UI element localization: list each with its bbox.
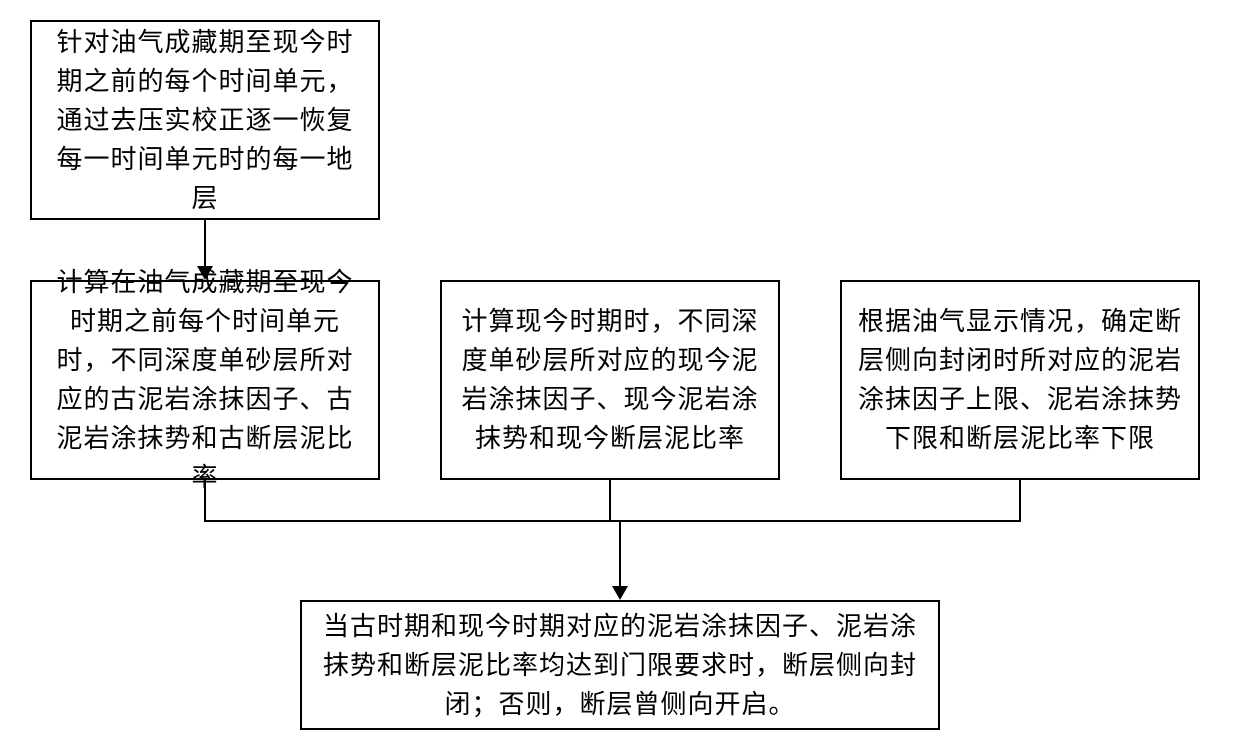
edge-horizontal-connector <box>204 520 1021 522</box>
flowchart-node-4: 根据油气显示情况，确定断层侧向封闭时所对应的泥岩涂抹因子上限、泥岩涂抹势下限和断… <box>840 280 1200 480</box>
edge-n4-drop <box>1019 480 1021 520</box>
edge-merge-to-n5-head <box>612 586 628 600</box>
flowchart-node-3: 计算现今时期时，不同深度单砂层所对应的现今泥岩涂抹因子、现今泥岩涂抹势和现今断层… <box>440 280 780 480</box>
node-2-text: 计算在油气成藏期至现今时期之前每个时间单元时，不同深度单砂层所对应的古泥岩涂抹因… <box>46 263 364 497</box>
flowchart-node-2: 计算在油气成藏期至现今时期之前每个时间单元时，不同深度单砂层所对应的古泥岩涂抹因… <box>30 280 380 480</box>
edge-n3-drop <box>609 480 611 520</box>
flowchart-node-1: 针对油气成藏期至现今时期之前的每个时间单元，通过去压实校正逐一恢复每一时间单元时… <box>30 20 380 220</box>
edge-merge-to-n5-line <box>619 520 621 586</box>
flowchart-node-5: 当古时期和现今时期对应的泥岩涂抹因子、泥岩涂抹势和断层泥比率均达到门限要求时，断… <box>300 600 940 730</box>
node-4-text: 根据油气显示情况，确定断层侧向封闭时所对应的泥岩涂抹因子上限、泥岩涂抹势下限和断… <box>856 302 1184 458</box>
edge-n2-drop <box>204 480 206 520</box>
node-3-text: 计算现今时期时，不同深度单砂层所对应的现今泥岩涂抹因子、现今泥岩涂抹势和现今断层… <box>456 302 764 458</box>
edge-n1-n2-line <box>204 220 206 266</box>
node-1-text: 针对油气成藏期至现今时期之前的每个时间单元，通过去压实校正逐一恢复每一时间单元时… <box>46 23 364 218</box>
node-5-text: 当古时期和现今时期对应的泥岩涂抹因子、泥岩涂抹势和断层泥比率均达到门限要求时，断… <box>316 607 924 724</box>
